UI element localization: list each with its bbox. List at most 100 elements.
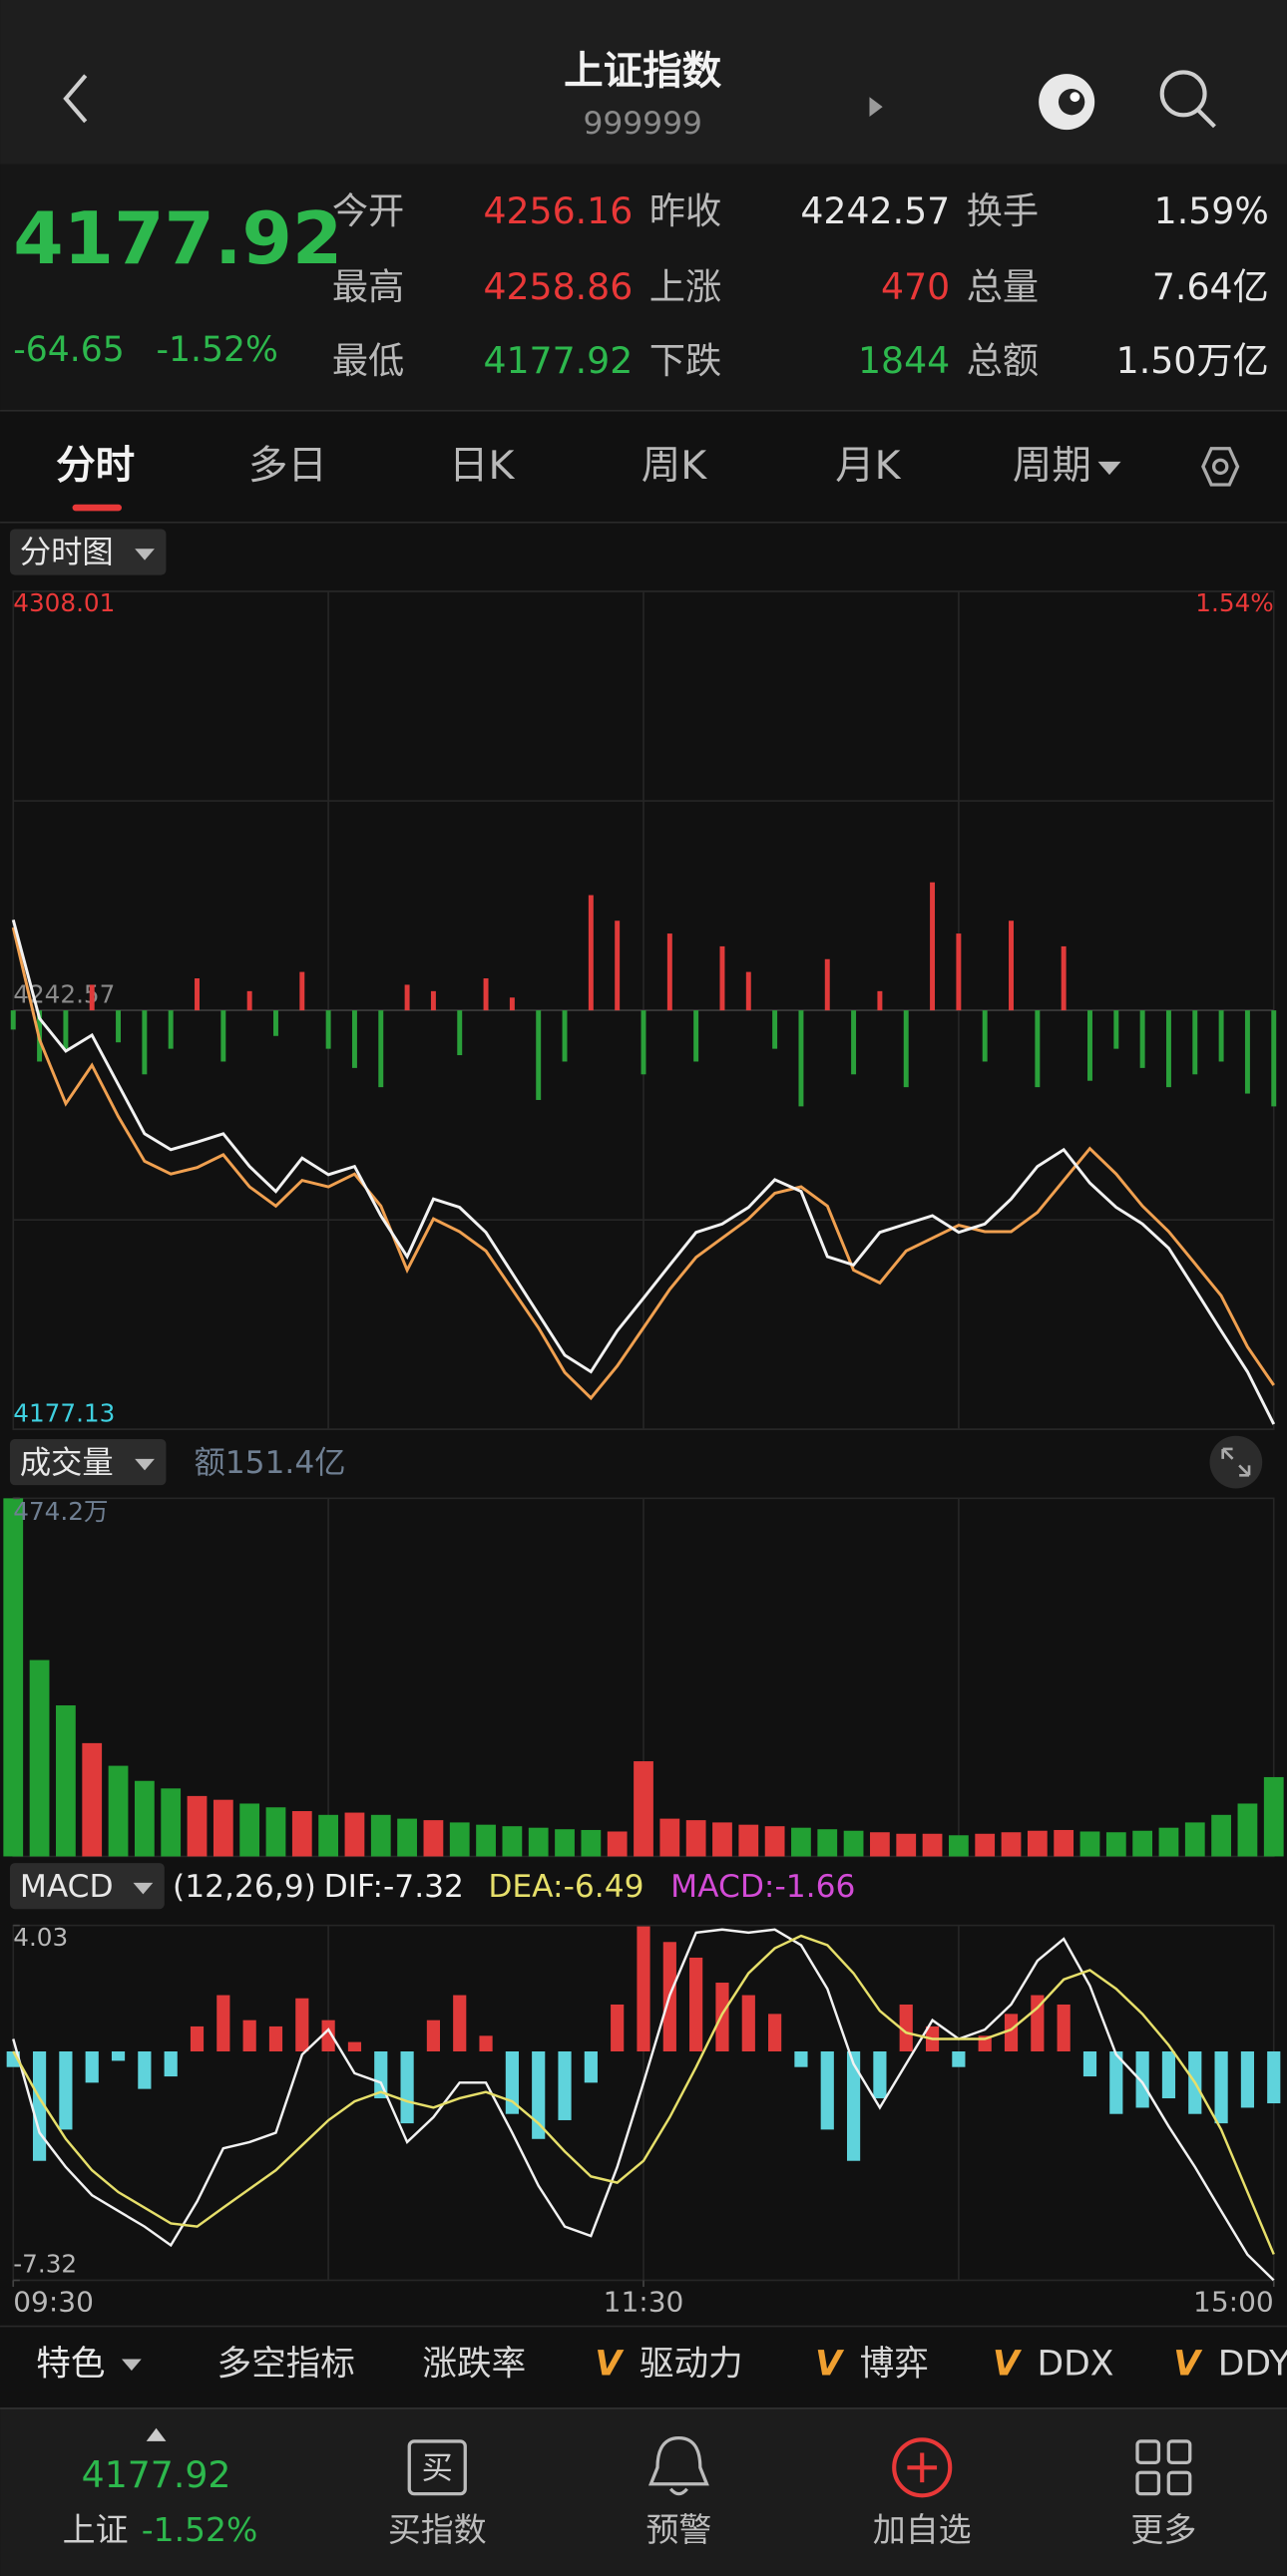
alert-icon[interactable] — [647, 2435, 709, 2496]
volume-bar — [1132, 1830, 1153, 1857]
tab[interactable]: 多日 — [248, 443, 327, 489]
strength-bar — [719, 945, 725, 1011]
strength-bar — [851, 1010, 857, 1075]
strength-bar — [798, 1010, 804, 1107]
strength-bar — [956, 933, 962, 1011]
nav-label[interactable]: 更多 — [1130, 2510, 1196, 2549]
volume-bar — [948, 1835, 969, 1857]
macd-bar — [820, 2051, 834, 2130]
more-icon[interactable] — [1135, 2439, 1192, 2496]
toolbar-item[interactable]: 特色 — [36, 2345, 105, 2385]
toolbar-item[interactable]: 多空指标 — [217, 2345, 355, 2385]
search-icon[interactable] — [1159, 70, 1216, 129]
strength-bar — [536, 1010, 542, 1100]
volume-selector[interactable]: 成交量 — [9, 1439, 167, 1486]
toolbar-item[interactable]: 驱动力 — [640, 2345, 743, 2385]
nav-price[interactable]: 4177.92 — [82, 2453, 231, 2496]
y-tick-label: 4.03 — [13, 1923, 68, 1952]
nav-label[interactable]: 买指数 — [388, 2510, 487, 2549]
macd-bar — [715, 1983, 729, 2052]
field-value: 4258.86 — [483, 265, 633, 308]
strength-bar — [641, 1010, 646, 1075]
toolbar-mark[interactable]: V — [1173, 2345, 1203, 2385]
field-value: 4256.16 — [483, 189, 633, 232]
toolbar-mark[interactable]: V — [993, 2345, 1023, 2385]
switch-arrow[interactable] — [869, 97, 883, 117]
field-label: 最高 — [332, 265, 404, 308]
nav-index-name[interactable]: 上证 — [63, 2510, 129, 2549]
buy-icon[interactable]: 买 — [407, 2439, 467, 2496]
chart-selector[interactable]: 分时图 — [9, 529, 167, 575]
macd-bar — [453, 1995, 467, 2052]
y-tick-label: 474.2万 — [13, 1497, 108, 1526]
toolbar-item[interactable]: 涨跌率 — [422, 2345, 526, 2385]
nav-label[interactable]: 预警 — [645, 2510, 711, 2549]
buy-icon-text: 买 — [422, 2450, 453, 2486]
amount-label: 额151.4亿 — [194, 1445, 345, 1481]
macd-bar — [1214, 2051, 1228, 2124]
expand-arrow[interactable] — [146, 2427, 167, 2441]
toolbar-item[interactable]: DDX — [1038, 2345, 1114, 2385]
tab[interactable]: 月K — [835, 443, 902, 489]
x-tick-label: 11:30 — [604, 2286, 684, 2319]
quote-fields: 今开 4256.16 昨收 4242.57 换手 1.59% 最高 4258.86 上涨 470 总… — [332, 189, 1269, 382]
tab-dropdown[interactable] — [1097, 461, 1121, 476]
macd-bar — [1109, 2051, 1123, 2114]
volume-bar — [397, 1818, 417, 1857]
nav-label[interactable]: 加自选 — [873, 2510, 972, 2549]
tab[interactable]: 周K — [642, 443, 708, 489]
macd-bar — [190, 2025, 205, 2052]
macd-bar — [873, 2051, 887, 2099]
strength-bar — [509, 997, 515, 1011]
volume-bar — [161, 1788, 182, 1857]
toolbar-dropdown[interactable] — [121, 2359, 142, 2372]
volume-bar — [685, 1820, 706, 1857]
tab[interactable]: 日K — [449, 443, 516, 489]
price-line — [11, 926, 1275, 1401]
strength-bar — [930, 882, 936, 1011]
strength-bar — [325, 1010, 331, 1049]
strength-bar — [1061, 945, 1067, 1011]
period-tabs: 分时 多日 日K 周K 月K 周期 — [56, 443, 1121, 489]
toolbar-mark[interactable]: V — [815, 2345, 845, 2385]
volume-bar — [712, 1822, 732, 1857]
mascot-icon[interactable] — [1039, 74, 1095, 131]
nav-pct[interactable]: -1.52% — [142, 2510, 258, 2549]
strength-bar — [299, 971, 305, 1011]
macd-selector[interactable]: MACD — [9, 1863, 165, 1910]
macd-bar — [1267, 2051, 1281, 2104]
back-button[interactable] — [63, 74, 88, 124]
field-label: 上涨 — [649, 265, 721, 308]
indicator-toolbar: 特色 多空指标 涨跌率 V 驱动力 V 博弈 V DDX V DDY — [36, 2345, 1287, 2385]
field-label: 下跌 — [649, 339, 721, 382]
volume-bar — [634, 1761, 653, 1857]
strength-bar — [483, 978, 489, 1011]
tab[interactable]: 周期 — [1013, 443, 1091, 489]
macd-bar — [426, 2020, 441, 2052]
strength-bar — [666, 933, 672, 1011]
volume-bar — [843, 1830, 864, 1857]
selector-label: MACD — [20, 1869, 114, 1905]
macd-bar — [59, 2051, 73, 2130]
add-icon[interactable] — [892, 2437, 953, 2498]
macd-line — [12, 1934, 1275, 2255]
macd-bar — [505, 2051, 519, 2114]
legend-entry: DIF:-7.32 — [324, 1869, 464, 1905]
strength-bar — [772, 1010, 778, 1049]
toolbar-mark[interactable]: V — [595, 2345, 625, 2385]
field-label: 总量 — [967, 265, 1039, 308]
toolbar-item[interactable]: 博弈 — [860, 2345, 929, 2385]
x-tick-label: 09:30 — [13, 2286, 94, 2319]
macd-bar — [611, 2004, 625, 2052]
strength-bar — [246, 990, 252, 1011]
field-value: 4177.92 — [483, 339, 633, 382]
tab[interactable]: 分时 — [56, 443, 135, 489]
settings-icon[interactable] — [1201, 447, 1240, 487]
volume-bar — [187, 1795, 208, 1857]
toolbar-item[interactable]: DDY — [1218, 2345, 1287, 2385]
macd-bar — [584, 2051, 598, 2083]
macd-bar — [1057, 2004, 1071, 2052]
expand-button[interactable] — [1209, 1435, 1263, 1489]
volume-bar — [82, 1742, 103, 1857]
